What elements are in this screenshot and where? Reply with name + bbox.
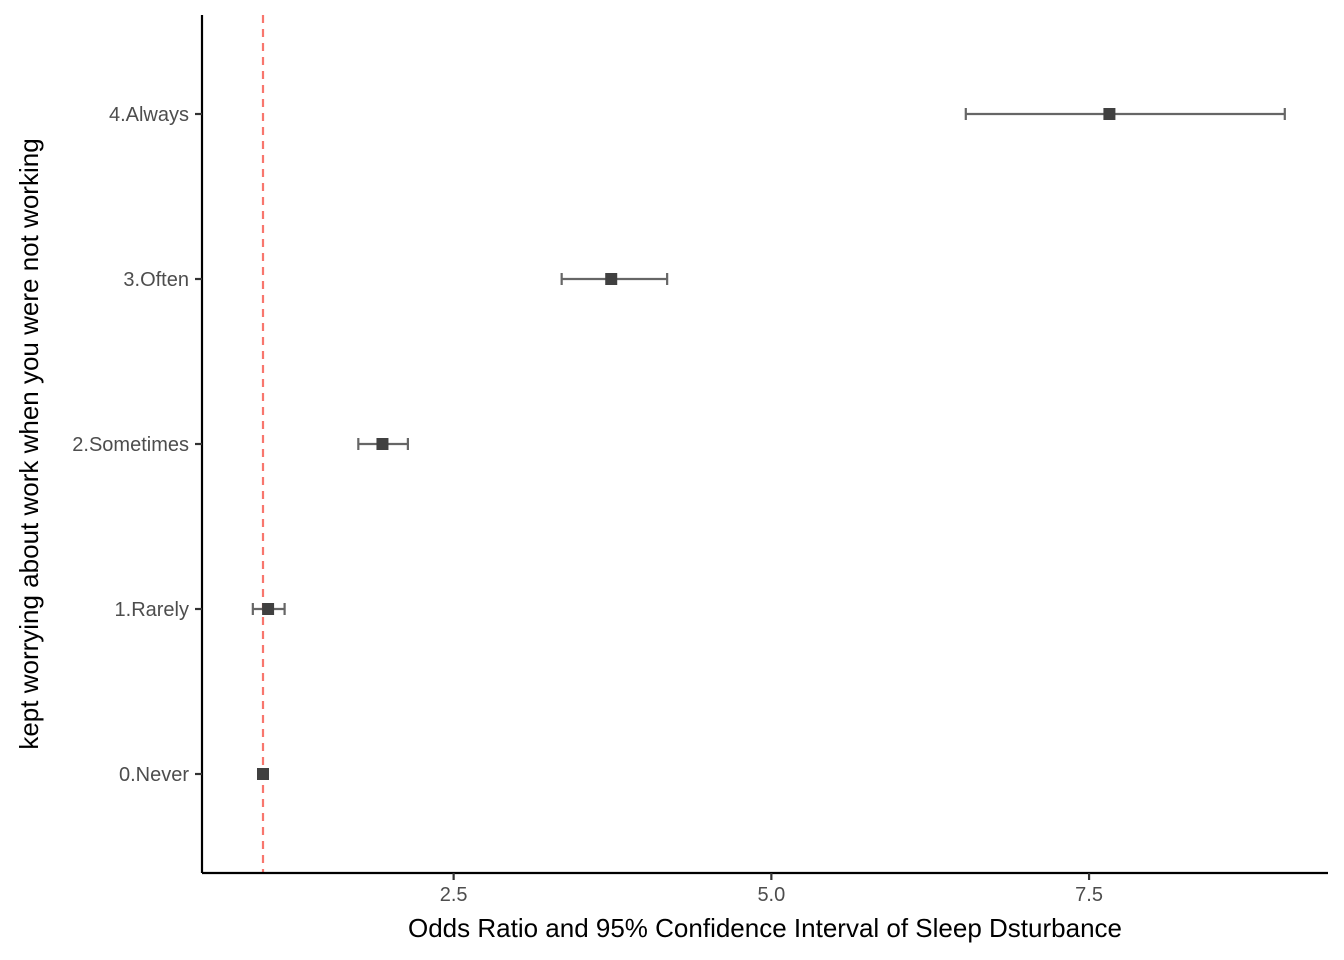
y-tick-label: 1.Rarely [115, 599, 189, 621]
point-estimate [262, 603, 275, 615]
forest-row [964, 108, 1286, 120]
point-estimate [376, 438, 389, 450]
y-tick-label: 4.Always [109, 104, 189, 126]
forest-row [251, 603, 286, 615]
forest-row [357, 438, 409, 450]
point-estimate [1103, 108, 1116, 120]
y-tick-label: 3.Often [123, 269, 189, 291]
x-tick-label: 2.5 [440, 884, 468, 906]
point-estimate [605, 273, 618, 285]
y-tick-label: 0.Never [119, 764, 189, 786]
x-tick-label: 5.0 [757, 884, 785, 906]
y-tick-label: 2.Sometimes [72, 434, 189, 456]
forest-row [560, 273, 669, 285]
forest-row [257, 768, 270, 780]
y-axis-title: kept worrying about work when you were n… [14, 138, 44, 749]
x-tick-label: 7.5 [1075, 884, 1103, 906]
x-axis-title: Odds Ratio and 95% Confidence Interval o… [408, 913, 1122, 943]
point-estimate [257, 768, 270, 780]
